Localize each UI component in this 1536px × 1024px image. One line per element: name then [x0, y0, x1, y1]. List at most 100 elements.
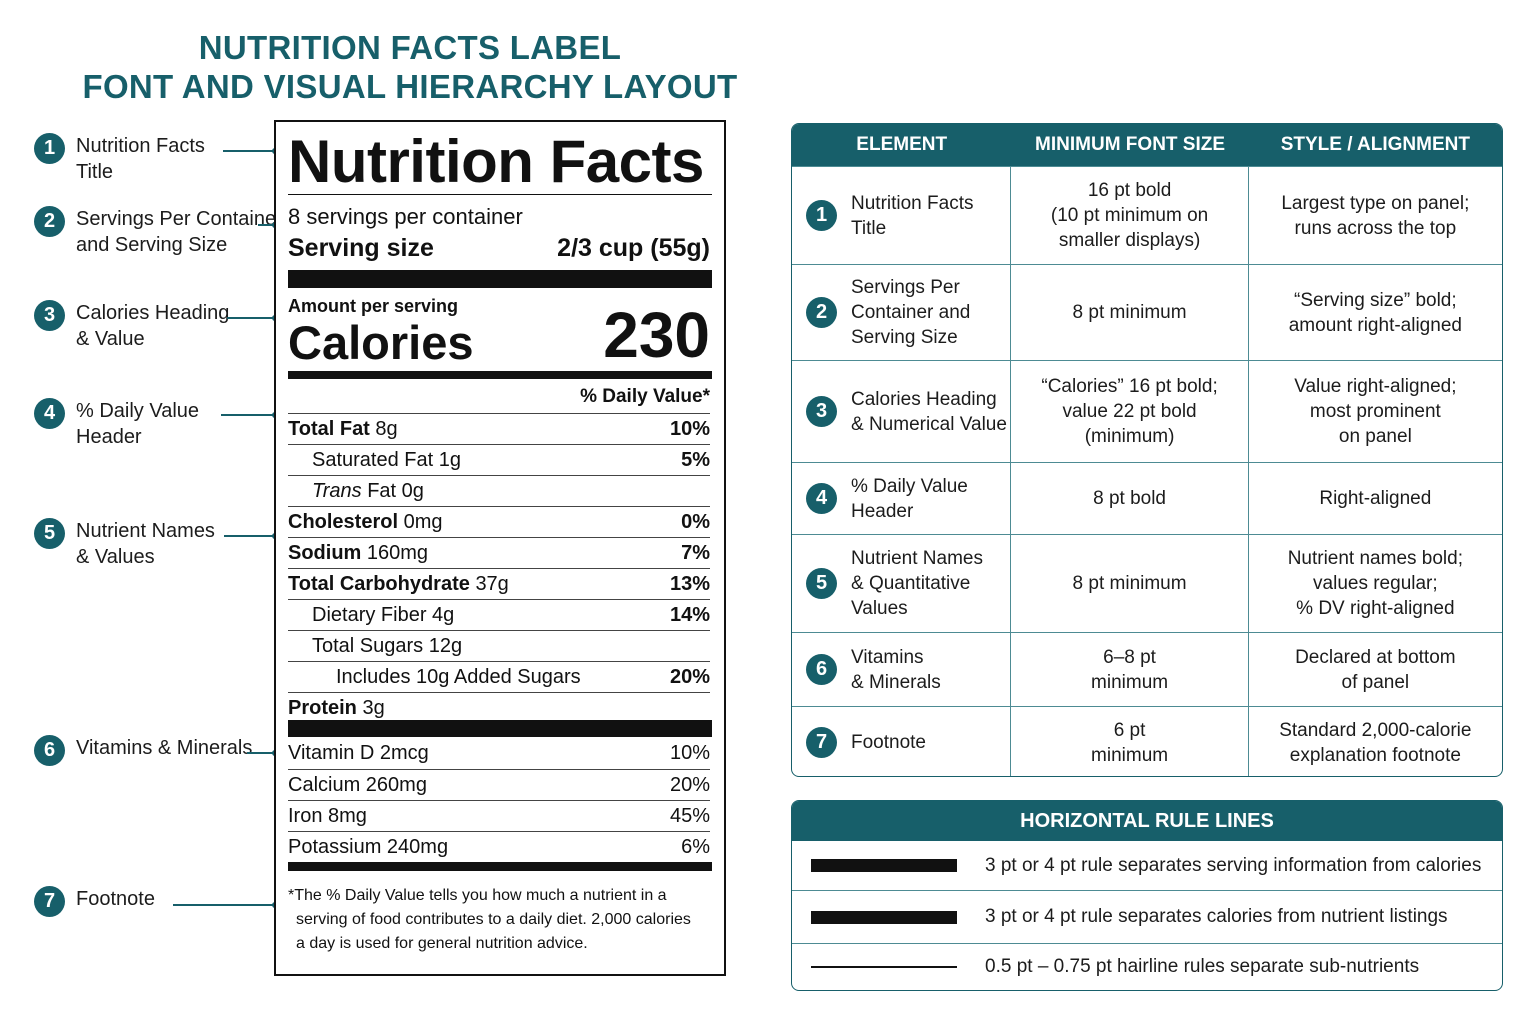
nutrient-amount: 8g: [375, 417, 398, 440]
number-badge: 2: [34, 206, 65, 237]
hairline-rule: [288, 194, 712, 195]
amount-per-serving: Amount per serving: [288, 296, 459, 316]
callout-label: Nutrient Names: [76, 520, 215, 542]
number-badge: 6: [34, 735, 65, 766]
number-badge: 6: [806, 654, 837, 685]
rule-line-row: 0.5 pt – 0.75 pt hairline rules separate…: [792, 943, 1502, 990]
element-name: & Numerical Value: [851, 413, 1007, 435]
vitamin-row: Potassium 240mg 6%: [288, 831, 710, 862]
nutrient-dv: 0%: [681, 510, 710, 533]
number-badge: 7: [34, 886, 65, 917]
number-badge: 1: [34, 133, 65, 164]
thick-rule: [288, 371, 712, 379]
number-badge: 3: [34, 300, 65, 331]
number-badge: 7: [806, 727, 837, 758]
nutrient-row-total-fat: Total Fat 8g 10%: [288, 413, 710, 444]
table-row: 3 Calories Heading & Numerical Value “Cal…: [792, 360, 1502, 462]
serving-size-row: Serving size 2/3 cup (55g): [288, 234, 710, 263]
callout-connector: [221, 412, 278, 418]
header-element: ELEMENT: [856, 134, 948, 155]
callout-7: 7 Footnote: [34, 886, 155, 917]
vitamin-dv: 10%: [669, 742, 710, 764]
element-table: ELEMENT MINIMUM FONT SIZE STYLE / ALIGNM…: [791, 123, 1503, 777]
nutrient-dv: 20%: [669, 665, 710, 688]
callout-label: Footnote: [76, 888, 155, 910]
element-name: Servings Per: [851, 277, 960, 298]
thick-rule: [288, 720, 712, 737]
min-font-text: 8 pt minimum: [1072, 302, 1187, 323]
element-name: Title: [851, 217, 887, 239]
vitamin-name: Iron 8mg: [288, 804, 367, 827]
style-text: Declared at bottom: [1295, 646, 1456, 668]
style-text: explanation footnote: [1289, 744, 1461, 766]
min-font-text: smaller displays): [1058, 230, 1201, 251]
min-font-text: 16 pt bold: [1087, 180, 1172, 201]
table-row: 1 Nutrition Facts Title 16 pt bold (10 pt …: [792, 166, 1502, 264]
thick-rule: [288, 270, 712, 288]
vitamin-name: Potassium 240mg: [288, 835, 449, 858]
element-name: Serving Size: [851, 327, 958, 348]
callout-3: 3 Calories Heading & Value: [34, 300, 229, 352]
nutrient-amount: 3g: [362, 696, 385, 719]
callout-connector: [224, 533, 278, 539]
thick-rule-sample: [811, 910, 957, 924]
table-header: ELEMENT MINIMUM FONT SIZE STYLE / ALIGNM…: [792, 124, 1502, 166]
element-name: Footnote: [851, 732, 926, 753]
header-style: STYLE / ALIGNMENT: [1280, 134, 1470, 155]
nutrient-name: Includes 10g Added Sugars: [336, 665, 581, 688]
nutrient-name: Saturated Fat: [312, 448, 434, 471]
element-name: Header: [851, 500, 914, 522]
number-badge: 2: [806, 297, 837, 328]
element-name: Nutrient Names: [851, 548, 983, 569]
nutrient-name: Total Fat: [288, 417, 370, 440]
number-badge: 4: [806, 483, 837, 514]
nutrient-name: Total Carbohydrate: [288, 572, 470, 595]
min-font-text: minimum: [1091, 744, 1169, 766]
callout-6: 6 Vitamins & Minerals: [34, 735, 252, 766]
style-text: most prominent: [1309, 401, 1441, 422]
min-font-text: 6–8 pt: [1103, 646, 1156, 668]
min-font-text: “Calories” 16 pt bold;: [1041, 376, 1218, 397]
nutrient-name: Cholesterol: [288, 510, 399, 533]
vitamin-row: Vitamin D 2mcg 10%: [288, 738, 710, 769]
number-badge: 5: [34, 518, 65, 549]
nutrient-amount: 37g: [475, 572, 509, 595]
vitamin-dv: 45%: [669, 804, 710, 827]
nutrient-name: Trans: [312, 479, 362, 502]
element-name: & Minerals: [851, 671, 941, 693]
nutrient-name: Protein: [288, 696, 357, 719]
nutrient-name: Total Sugars: [312, 634, 424, 657]
callout-connector: [258, 222, 278, 228]
thick-rule: [288, 862, 712, 871]
rule-description: 3 pt or 4 pt rule separates serving info…: [985, 854, 1482, 876]
style-text: runs across the top: [1294, 217, 1457, 239]
nutrient-row-trans-fat: Trans Fat 0g: [288, 475, 710, 506]
callout-label: Calories Heading: [76, 302, 230, 324]
nutrient-amount: 4g: [432, 603, 455, 626]
nutrient-name: Dietary Fiber: [312, 603, 427, 626]
number-badge: 1: [806, 200, 837, 231]
nutrient-amount: 160mg: [366, 541, 429, 564]
style-text: Standard 2,000-calorie: [1279, 719, 1472, 741]
number-badge: 3: [806, 396, 837, 427]
nutrient-row-saturated-fat: Saturated Fat 1g 5%: [288, 444, 710, 475]
nutrient-amount: 0mg: [403, 510, 443, 533]
min-font-text: 6 pt: [1113, 719, 1146, 741]
page-title-line1: NUTRITION FACTS LABEL: [198, 29, 622, 66]
callout-label: Servings Per Container: [76, 208, 283, 230]
style-text: on panel: [1338, 426, 1412, 447]
element-name: Calories Heading: [851, 388, 997, 410]
vitamin-name: Calcium 260mg: [288, 773, 427, 796]
vitamin-dv: 6%: [681, 835, 710, 858]
table-row: 2 Servings Per Container and Serving Size …: [792, 264, 1502, 360]
min-font-text: (minimum): [1084, 426, 1175, 447]
nutrient-dv: 14%: [669, 603, 710, 626]
serving-size-label: Serving size: [288, 234, 434, 262]
nutrient-name: Sodium: [288, 541, 362, 564]
vitamin-row: Calcium 260mg 20%: [288, 769, 710, 800]
style-text: of panel: [1341, 671, 1410, 693]
callout-2: 2 Servings Per Container and Serving Size: [34, 206, 283, 258]
callout-label: % Daily Value: [76, 400, 200, 422]
nutrition-facts-label: Nutrition Facts 8 servings per container…: [274, 120, 726, 976]
number-badge: 4: [34, 398, 65, 429]
